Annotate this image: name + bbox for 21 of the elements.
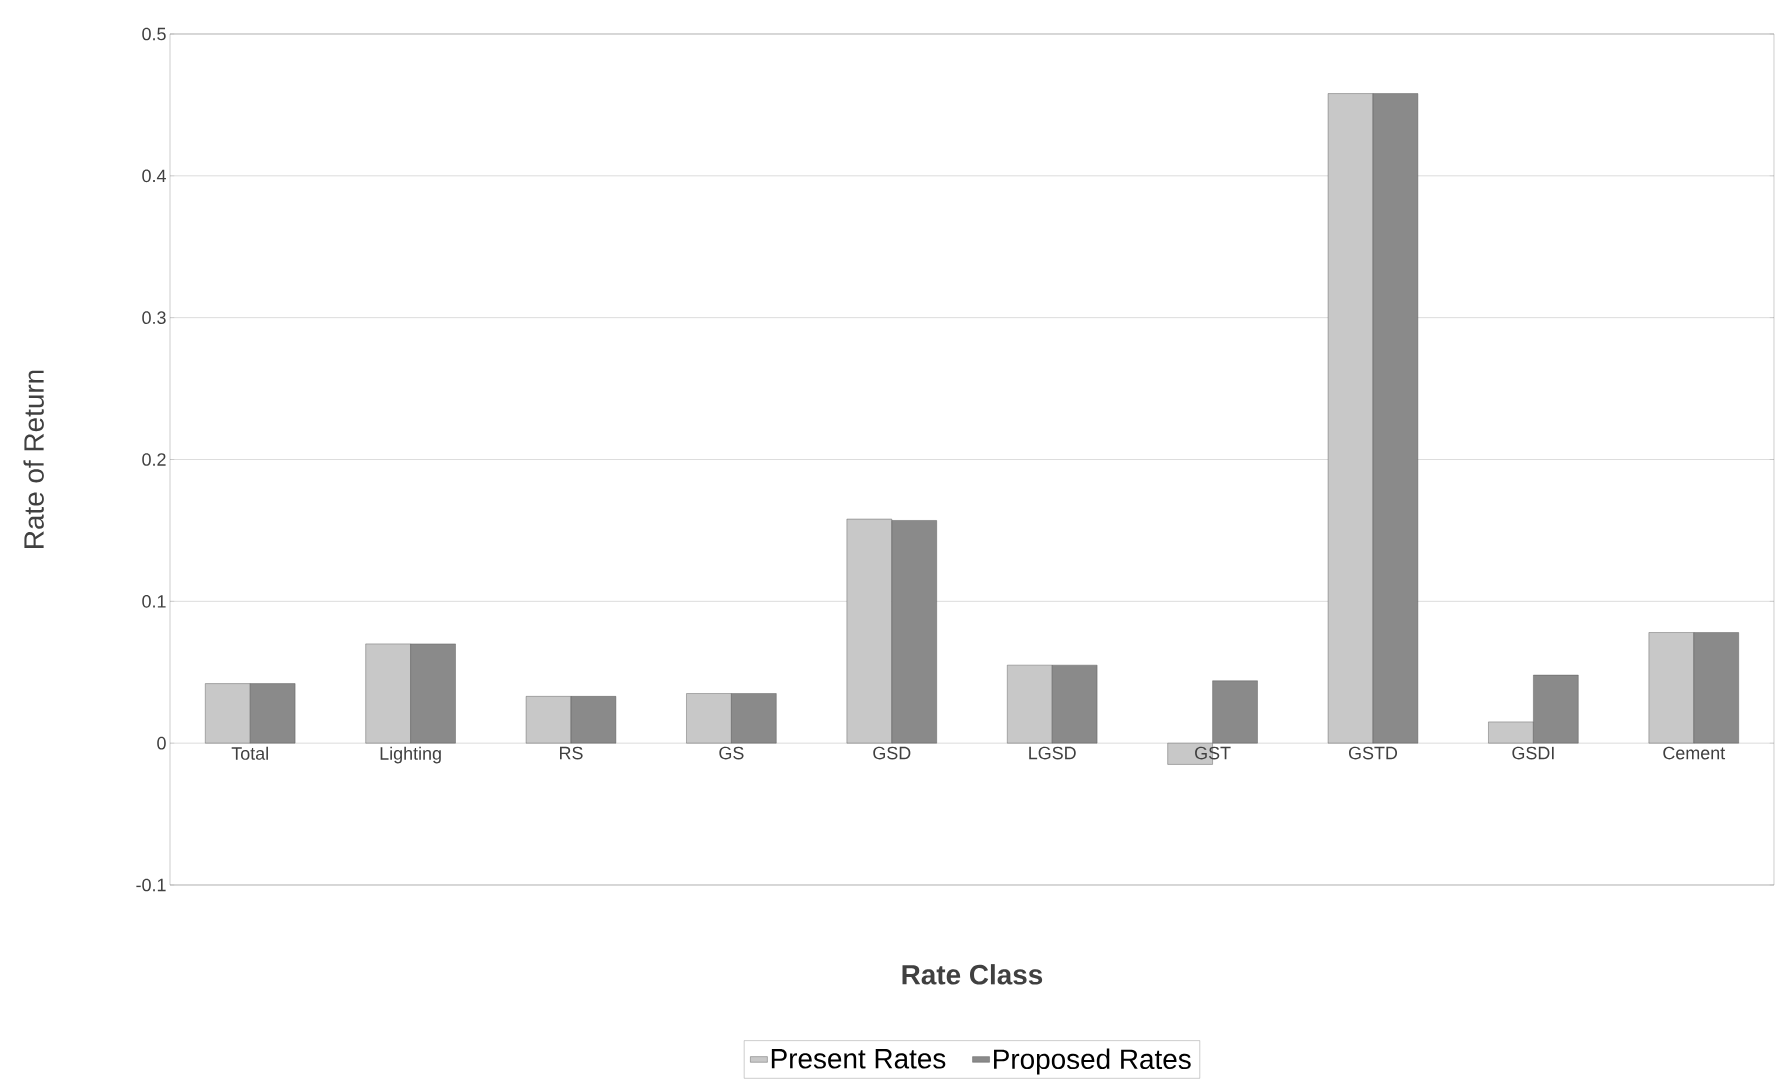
x-tick-label: GSTD	[1348, 746, 1398, 760]
x-tick-label: Cement	[1663, 746, 1726, 760]
x-tick-label: LGSD	[1029, 746, 1076, 760]
x-tick-label: RS	[560, 746, 583, 760]
x-tick-label: Total	[231, 746, 268, 760]
legend-label: Proposed Rates	[994, 1048, 1191, 1075]
y-axis-title: Rate of Return	[23, 370, 44, 548]
y-tick-label: 0	[157, 736, 166, 750]
y-tick-label: 0.4	[142, 169, 166, 183]
y-tick-label: 0.3	[142, 311, 166, 324]
x-tick-label: GSD	[873, 746, 911, 760]
y-tick-label: -0.1	[136, 878, 166, 892]
x-tick-label: GST	[1195, 746, 1231, 760]
legend-label: Present Rates	[771, 1049, 946, 1069]
x-axis-title: Rate Class	[902, 964, 1043, 985]
x-tick-label: Lighting	[380, 746, 441, 764]
y-tick-label: 0.1	[142, 594, 166, 608]
y-tick-label: 0.2	[142, 453, 166, 466]
x-tick-label: GSDI	[1512, 746, 1554, 760]
y-tick-label: 0.5	[142, 27, 166, 41]
x-tick-label: GS	[719, 746, 744, 760]
